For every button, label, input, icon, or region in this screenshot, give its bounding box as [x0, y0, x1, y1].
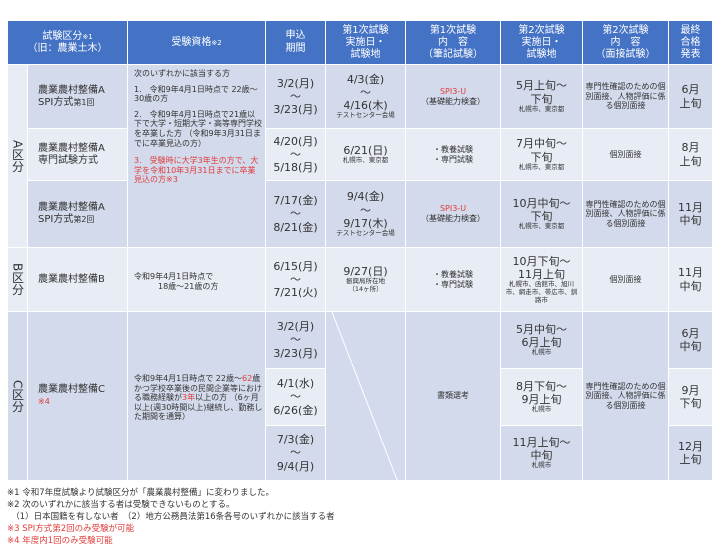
ex1-content: ・教養試験 ・専門試験 — [405, 128, 501, 181]
apply-period: 7/3(金) ～ 9/4(月) — [265, 425, 326, 481]
header-ex1-content: 第1次試験内 容（筆記試験） — [405, 20, 501, 65]
final-announcement: 8月 上旬 — [668, 128, 712, 181]
exam-name: 農業農村整備A SPI方式第1回 — [27, 64, 128, 129]
ex2-date: 11月上旬～ 中旬 札幌市 — [500, 425, 583, 481]
ex1-date: 4/3(金) ～ 4/16(木) テストセンター会場 — [325, 64, 406, 129]
exam-name: 農業農村整備B — [27, 247, 128, 312]
ex1-content: ・教養試験 ・専門試験 — [405, 247, 501, 312]
header-final: 最終 合格 発表 — [668, 20, 712, 65]
ex1-date: 9/27(日) 振興局所在地 （14ヶ所） — [325, 247, 406, 312]
footnote-2: ※2 次のいずれかに該当する者は受験できないものとする。 — [7, 500, 235, 510]
ex2-date: 8月下旬～ 9月上旬 札幌市 — [500, 368, 583, 426]
ex1-date: 6/21(日) 札幌市、東京都 — [325, 128, 406, 181]
table-row-c1: C区分 農業農村整備C ※4 令和9年4月1日時点で 22歳～62歳かつ学校卒業後… — [7, 311, 712, 481]
ex1-content: SPI3-U （基礎能力検査） — [405, 180, 501, 248]
table-row-a2: 農業農村整備A 専門試験方式 4/20(月) ～ 5/18(月) 6/21(日) 札幌市… — [8, 128, 712, 181]
final-announcement: 11月 中旬 — [668, 180, 712, 248]
apply-period: 4/20(月) ～ 5/18(月) — [265, 128, 326, 181]
final-announcement: 6月 上旬 — [668, 64, 712, 129]
table-row-a1: A区分 農業農村整備A SPI方式第1回 次のいずれかに該当する方 1. 令和9年… — [7, 64, 712, 248]
ex2-content: 個別面接 — [582, 247, 669, 312]
section-b-label: B区分 — [7, 247, 28, 312]
eligibility-c: 令和9年4月1日時点で 22歳～62歳かつ学校卒業後の民間企業等における職務経験… — [127, 311, 266, 481]
table-row-c2: 4/1(水) ～ 6/26(金) 8月下旬～ 9月上旬 札幌市 9月 下旬 — [8, 368, 712, 426]
ex2-date: 5月上旬～ 下旬 札幌市、東京都 — [500, 64, 583, 129]
ex2-content: 個別面接 — [582, 128, 669, 181]
header-apply: 申込期間 — [265, 20, 326, 65]
final-announcement: 6月 中旬 — [668, 311, 712, 369]
exam-name: 農業農村整備A 専門試験方式 — [27, 128, 128, 181]
table-row-b: B区分 農業農村整備B 令和9年4月1日時点で 18歳～21歳の方 6/15(月)… — [7, 247, 712, 312]
eligibility-b: 令和9年4月1日時点で 18歳～21歳の方 — [127, 247, 266, 312]
final-announcement: 9月 下旬 — [668, 368, 712, 426]
footnote-2-detail: （1）日本国籍を有しない者 （2）地方公務員法第16条各号のいずれかに該当する者 — [7, 512, 335, 522]
header-kubun: 試験区分※1 （旧：農業土木） — [7, 20, 128, 65]
ex2-date: 7月中旬～ 下旬 札幌市、東京都 — [500, 128, 583, 181]
final-announcement: 11月 中旬 — [668, 247, 712, 312]
ex2-content: 専門性確認のための個別面接、人物評価に係る個別面接 — [582, 311, 669, 481]
ex1-content: SPI3-U （基礎能力検査） — [405, 64, 501, 129]
footnote-4: ※4 年度内1回のみ受験可能 — [7, 536, 113, 546]
header-apply-label: 申込期間 — [285, 30, 306, 54]
ex1-content: 書類選考 — [405, 311, 501, 481]
header-ex2-content: 第2次試験内 容（面接試験） — [582, 20, 669, 65]
apply-period: 6/15(月) ～ 7/21(火) — [265, 247, 326, 312]
final-announcement: 12月 上旬 — [668, 425, 712, 481]
apply-period: 3/2(月) ～ 3/23(月) — [265, 311, 326, 369]
ex2-content: 専門性確認のための個別面接、人物評価に係る個別面接 — [582, 180, 669, 248]
ex2-date: 10月下旬～ 11月上旬 札幌市、函館市、旭川市、網走市、帯広市、釧路市 — [500, 247, 583, 312]
ex2-date: 10月中旬～ 下旬 札幌市、東京都 — [500, 180, 583, 248]
exam-schedule-table: 試験区分※1 （旧：農業土木） 受験資格※2 申込期間 第1次試験 実施日・ 試験地 … — [7, 20, 712, 481]
table-row-a3: 農業農村整備A SPI方式第2回 7/17(金) ～ 8/21(金) 9/4(金) ～ 9… — [8, 180, 712, 248]
header-eligibility: 受験資格※2 — [127, 20, 266, 65]
ex1-date-not-applicable — [325, 311, 406, 481]
section-a-label: A区分 — [7, 64, 28, 248]
header-ex1-date: 第1次試験 実施日・ 試験地 — [325, 20, 406, 65]
header-ex2-date: 第2次試験 実施日・ 試験地 — [500, 20, 583, 65]
footnote-1: ※1 令和7年度試験より試験区分が「農業農村整備」に変わりました。 — [7, 488, 274, 498]
exam-name: 農業農村整備A SPI方式第2回 — [27, 180, 128, 248]
footnote-3: ※3 SPI方式第2回のみ受験が可能 — [7, 524, 135, 534]
exam-name: 農業農村整備C ※4 — [27, 311, 128, 481]
section-c-label: C区分 — [7, 311, 28, 481]
eligibility-a: 次のいずれかに該当する方 1. 令和9年4月1日時点で 22歳～30歳の方 2.… — [127, 64, 266, 248]
diagonal-line — [331, 312, 398, 480]
ex2-date: 5月中旬～ 6月上旬 札幌市 — [500, 311, 583, 369]
footnotes: ※1 令和7年度試験より試験区分が「農業農村整備」に変わりました。 ※2 次のい… — [7, 487, 335, 547]
apply-period: 3/2(月) ～ 3/23(月) — [265, 64, 326, 129]
ex1-date: 9/4(金) ～ 9/17(木) テストセンター会場 — [325, 180, 406, 248]
apply-period: 4/1(水) ～ 6/26(金) — [265, 368, 326, 426]
ex2-content: 専門性確認のための個別面接、人物評価に係る個別面接 — [582, 64, 669, 129]
table-row-c3: 7/3(金) ～ 9/4(月) 11月上旬～ 中旬 札幌市 12月 上旬 — [8, 425, 712, 481]
header-row: 試験区分※1 （旧：農業土木） 受験資格※2 申込期間 第1次試験 実施日・ 試験地 … — [7, 20, 712, 65]
apply-period: 7/17(金) ～ 8/21(金) — [265, 180, 326, 248]
